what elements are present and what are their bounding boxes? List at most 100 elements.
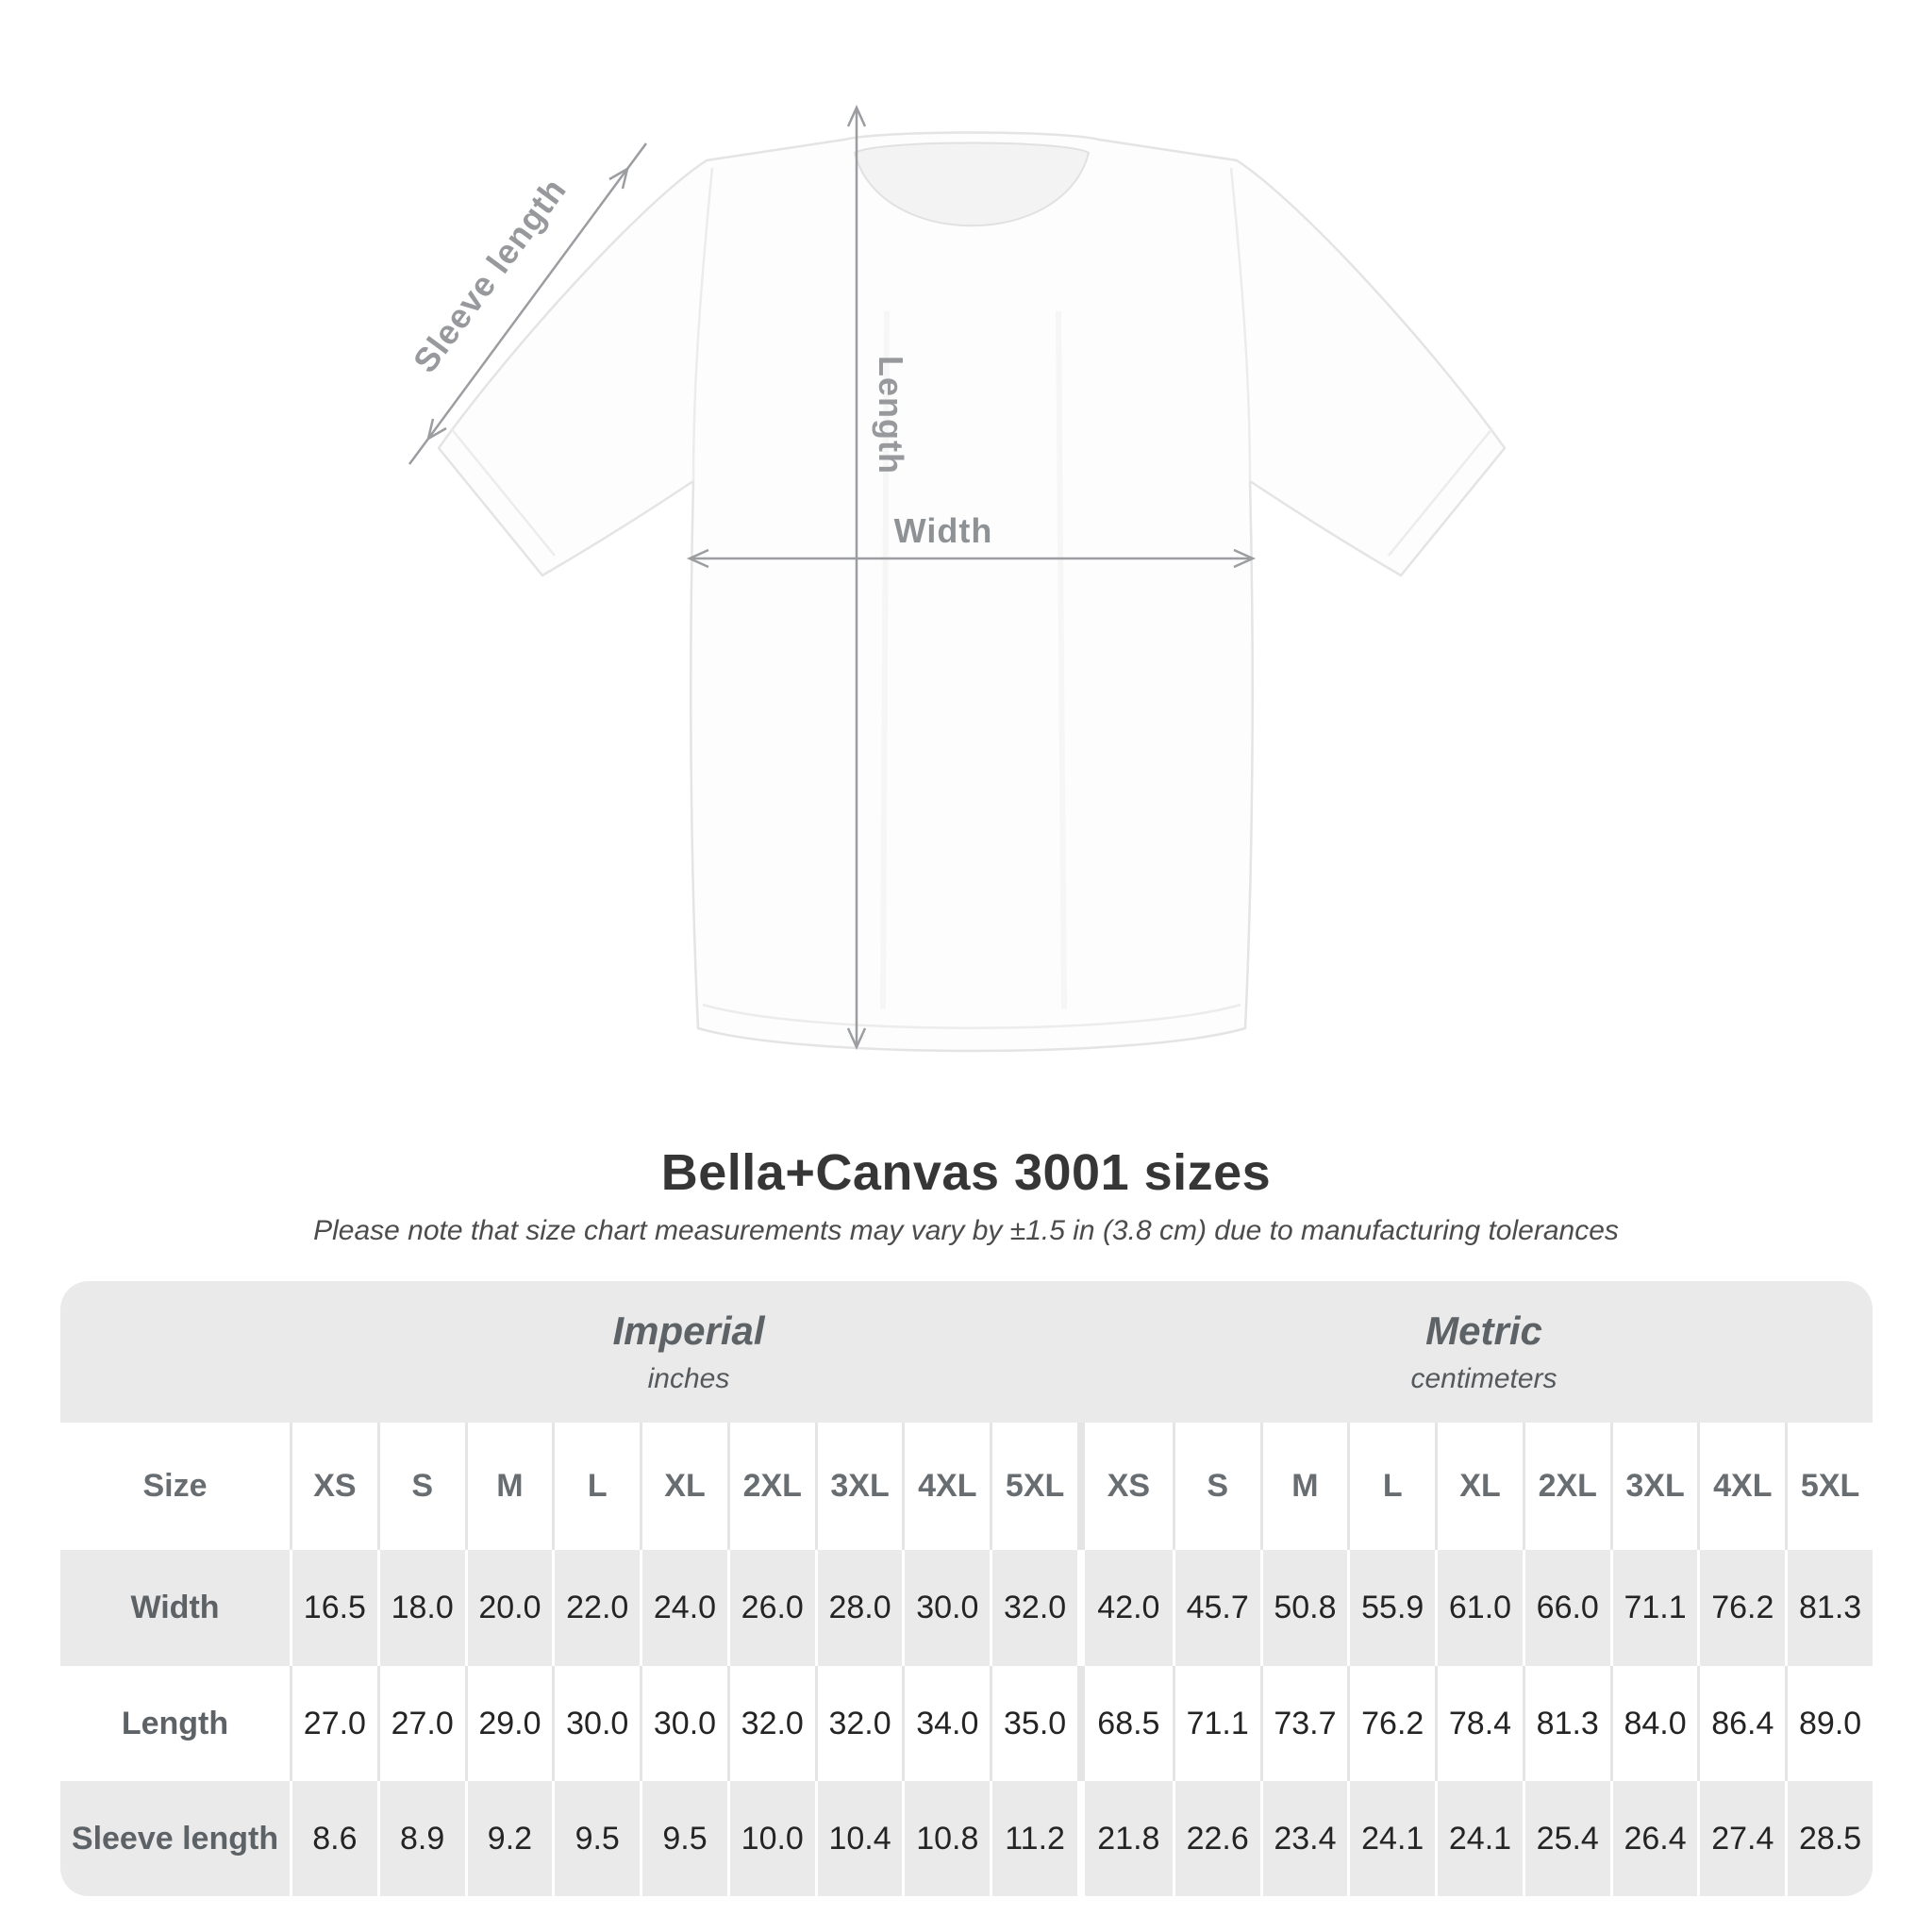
table-cell: 20.0 [464, 1550, 553, 1666]
table-cell: 24.0 [640, 1550, 727, 1666]
table-cell: 81.3 [1785, 1550, 1873, 1666]
table-cell: 24.1 [1347, 1781, 1435, 1896]
table-cell: 30.0 [902, 1550, 990, 1666]
group-divider [1077, 1781, 1085, 1896]
table-cell: 86.4 [1697, 1666, 1785, 1781]
table-cell: 61.0 [1435, 1550, 1523, 1666]
table-cell: 50.8 [1259, 1550, 1348, 1666]
table-cell: 28.0 [814, 1550, 903, 1666]
size-table: Imperial inches Metric centimeters Size … [60, 1281, 1873, 1896]
column-header-metric-m: M [1259, 1423, 1348, 1550]
imperial-unit: inches [647, 1363, 730, 1394]
column-header-imperial-l: L [552, 1423, 640, 1550]
table-cell: 10.8 [902, 1781, 990, 1896]
group-divider [1077, 1550, 1085, 1666]
column-header-metric-5xl: 5XL [1785, 1423, 1873, 1550]
table-cell: 8.6 [290, 1781, 377, 1896]
column-header-imperial-s: S [376, 1423, 465, 1550]
table-cell: 32.0 [814, 1666, 903, 1781]
table-cell: 68.5 [1097, 1705, 1160, 1741]
table-cell: 71.1 [1172, 1666, 1260, 1781]
imperial-title: Imperial [612, 1308, 765, 1353]
metric-unit: centimeters [1410, 1363, 1557, 1394]
unit-header-band: Imperial inches Metric centimeters [60, 1281, 1873, 1423]
metric-title: Metric [1425, 1308, 1542, 1353]
table-cell: 9.5 [640, 1781, 727, 1896]
table-cell: 81.3 [1522, 1666, 1610, 1781]
table-cell: 89.0 [1785, 1666, 1873, 1781]
column-header-metric-s: S [1172, 1423, 1260, 1550]
table-cell: 84.0 [1609, 1666, 1698, 1781]
row-label-length: Length [121, 1705, 229, 1741]
table-cell: 9.2 [464, 1781, 553, 1896]
table-cell: 21.8 [1097, 1820, 1160, 1857]
table-cell: 27.0 [290, 1666, 377, 1781]
column-header-metric-4xl: 4XL [1697, 1423, 1785, 1550]
length-label: Length [872, 356, 910, 475]
table-cell: 66.0 [1522, 1550, 1610, 1666]
table-cell: 42.0 [1097, 1590, 1160, 1625]
group-divider [1077, 1666, 1085, 1781]
sleeve-length-arrow [408, 142, 648, 465]
table-cell: 27.4 [1697, 1781, 1785, 1896]
table-cell: 10.0 [726, 1781, 815, 1896]
tshirt-measurement-diagram: Sleeve length Length Width [406, 104, 1507, 1053]
column-header-metric-3xl: 3XL [1609, 1423, 1698, 1550]
sleeve-length-row: Sleeve length 8.6 8.9 9.2 9.5 9.5 10.0 1… [60, 1781, 1873, 1896]
column-header-metric-xs: XS [1107, 1468, 1151, 1504]
table-cell: 71.1 [1609, 1550, 1698, 1666]
table-cell: 76.2 [1347, 1666, 1435, 1781]
table-cell: 23.4 [1259, 1781, 1348, 1896]
imperial-header: Imperial inches [290, 1281, 1088, 1423]
column-header-imperial-m: M [464, 1423, 553, 1550]
table-cell: 26.0 [726, 1550, 815, 1666]
table-cell: 73.7 [1259, 1666, 1348, 1781]
length-row: Length 27.0 27.0 29.0 30.0 30.0 32.0 32.… [60, 1666, 1873, 1781]
width-label: Width [894, 511, 993, 550]
column-header-imperial-xl: XL [640, 1423, 727, 1550]
column-header-imperial-2xl: 2XL [726, 1423, 815, 1550]
table-cell: 29.0 [464, 1666, 553, 1781]
table-cell: 28.5 [1785, 1781, 1873, 1896]
table-cell: 25.4 [1522, 1781, 1610, 1896]
table-cell: 9.5 [552, 1781, 640, 1896]
table-cell: 76.2 [1697, 1550, 1785, 1666]
table-cell: 30.0 [552, 1666, 640, 1781]
table-cell: 24.1 [1435, 1781, 1523, 1896]
table-cell: 18.0 [376, 1550, 465, 1666]
table-cell: 26.4 [1609, 1781, 1698, 1896]
tolerance-note: Please note that size chart measurements… [313, 1215, 1619, 1246]
table-cell: 11.2 [990, 1781, 1077, 1896]
tshirt-illustration [437, 131, 1507, 1053]
group-divider [1077, 1423, 1085, 1550]
page-title: Bella+Canvas 3001 sizes [660, 1144, 1272, 1201]
column-header-imperial-4xl: 4XL [902, 1423, 990, 1550]
size-header-row: Size XS S M L XL 2XL 3XL 4XL 5XL XS S M … [60, 1423, 1873, 1550]
length-arrow [846, 104, 867, 1051]
table-cell: 10.4 [814, 1781, 903, 1896]
column-header-metric-2xl: 2XL [1522, 1423, 1610, 1550]
column-header-imperial-3xl: 3XL [814, 1423, 903, 1550]
width-row: Width 16.5 18.0 20.0 22.0 24.0 26.0 28.0… [60, 1550, 1873, 1666]
row-label-sleeve-length: Sleeve length [71, 1820, 279, 1857]
width-arrow [686, 548, 1257, 569]
metric-header: Metric centimeters [1095, 1281, 1873, 1423]
row-label-width: Width [130, 1590, 220, 1625]
column-header-imperial-5xl: 5XL [990, 1423, 1077, 1550]
column-header-imperial-xs: XS [290, 1423, 377, 1550]
table-cell: 45.7 [1172, 1550, 1260, 1666]
table-cell: 35.0 [990, 1666, 1077, 1781]
table-cell: 8.9 [376, 1781, 465, 1896]
table-cell: 32.0 [990, 1550, 1077, 1666]
table-cell: 55.9 [1347, 1550, 1435, 1666]
column-header-metric-l: L [1347, 1423, 1435, 1550]
size-column-header: Size [142, 1468, 208, 1504]
table-cell: 27.0 [376, 1666, 465, 1781]
table-cell: 22.6 [1172, 1781, 1260, 1896]
table-cell: 32.0 [726, 1666, 815, 1781]
table-cell: 78.4 [1435, 1666, 1523, 1781]
table-cell: 22.0 [552, 1550, 640, 1666]
table-cell: 16.5 [290, 1550, 377, 1666]
column-header-metric-xl: XL [1435, 1423, 1523, 1550]
table-cell: 30.0 [640, 1666, 727, 1781]
